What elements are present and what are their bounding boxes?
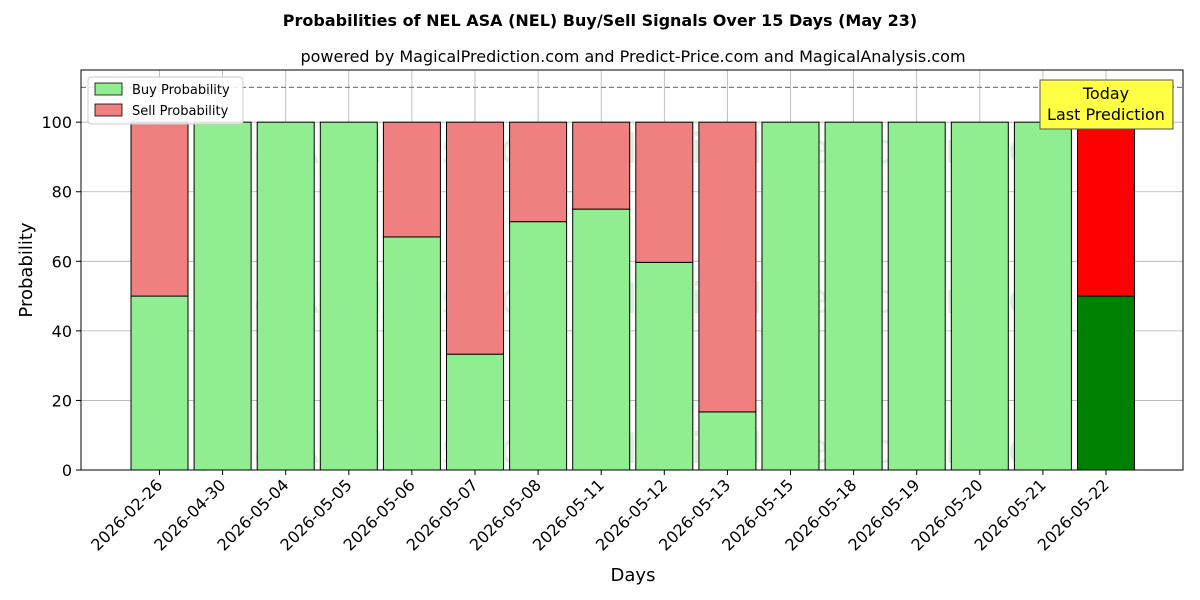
bar-sell xyxy=(572,121,631,210)
bar-sell xyxy=(446,121,504,355)
bar-sell xyxy=(635,121,694,263)
bar-buy xyxy=(1077,295,1135,471)
bar-buy xyxy=(256,121,315,471)
y-axis-ticks: 0 20 40 60 80 100 xyxy=(41,113,81,480)
legend-swatch-sell xyxy=(94,103,123,117)
bar-buy xyxy=(761,121,820,471)
bar-buy xyxy=(950,121,1009,471)
y-tick-label: 0 xyxy=(62,461,72,480)
bar-sell xyxy=(1077,121,1135,297)
today-annotation: Today Last Prediction xyxy=(1039,79,1174,130)
x-axis-ticks: 2026-02-262026-04-302026-05-042026-05-05… xyxy=(87,470,1113,555)
bar-buy xyxy=(130,295,189,471)
y-axis-label: Probability xyxy=(16,222,37,317)
bar-buy xyxy=(509,221,568,471)
today-annotation-line1: Today xyxy=(1082,84,1129,103)
bar-sell xyxy=(509,121,568,223)
y-tick-label: 20 xyxy=(52,391,72,410)
chart-title: Probabilities of NEL ASA (NEL) Buy/Sell … xyxy=(283,11,917,30)
bar-buy xyxy=(193,121,252,471)
bar-buy xyxy=(824,121,883,471)
legend-label-buy: Buy Probability xyxy=(132,83,230,98)
chart-subtitle: powered by MagicalPrediction.com and Pre… xyxy=(300,47,965,66)
bar-buy xyxy=(319,121,378,471)
today-annotation-box xyxy=(1039,79,1174,130)
bar-buy xyxy=(1013,121,1072,471)
bar-layer xyxy=(130,121,1135,471)
legend-swatch-buy xyxy=(94,82,123,96)
y-tick-label: 80 xyxy=(52,183,72,202)
legend-label-sell: Sell Probability xyxy=(132,104,229,119)
bar-sell xyxy=(382,121,441,238)
legend-box xyxy=(87,76,244,125)
legend: Buy Probability Sell Probability xyxy=(87,76,244,125)
bar-buy xyxy=(382,236,441,471)
today-annotation-line2: Last Prediction xyxy=(1047,105,1165,124)
bar-buy xyxy=(698,411,757,471)
bar-buy xyxy=(887,121,946,471)
bar-sell xyxy=(130,121,189,297)
bar-buy xyxy=(572,208,631,471)
bar-buy xyxy=(635,261,694,471)
y-tick-label: 40 xyxy=(52,322,72,341)
bar-buy xyxy=(446,353,504,471)
y-tick-label: 100 xyxy=(41,113,72,132)
x-axis-label: Days xyxy=(611,565,656,586)
plot-frame xyxy=(80,69,1184,471)
y-tick-label: 60 xyxy=(52,252,72,271)
bar-sell xyxy=(698,121,757,413)
